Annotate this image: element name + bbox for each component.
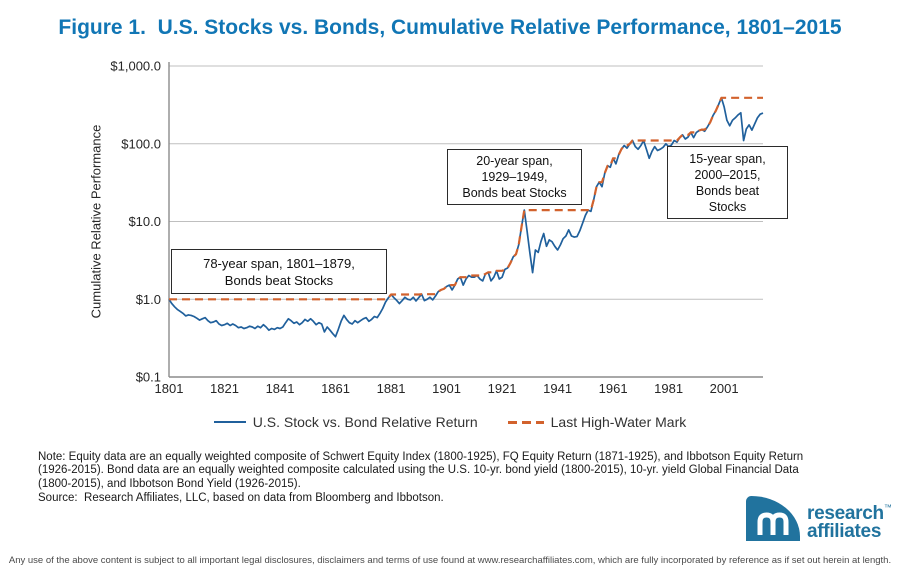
logo-word-affiliates: affiliates — [807, 521, 882, 542]
legend-label-high-water-mark: Last High-Water Mark — [550, 414, 687, 430]
dashed-line-swatch-icon — [507, 420, 544, 424]
legal-disclaimer-text: Any use of the above content is subject … — [8, 555, 892, 566]
stock-vs-bond-line — [168, 96, 764, 338]
x-tick-label: 1901 — [432, 381, 461, 396]
logo-mark — [746, 496, 800, 541]
x-tick-label: 1961 — [599, 381, 628, 396]
chart-title: Figure 1. U.S. Stocks vs. Bonds, Cumulat… — [58, 16, 842, 39]
x-tick-label: 2001 — [710, 381, 739, 396]
annotation-78-year-span: 78-year span, 1801–1879, Bonds beat Stoc… — [171, 249, 387, 294]
y-tick-label: $1,000.0 — [110, 59, 161, 74]
x-tick-label: 1921 — [488, 381, 517, 396]
x-tick-label: 1881 — [377, 381, 406, 396]
solid-line-swatch-icon — [213, 421, 246, 423]
y-tick-label: $1.0 — [136, 292, 161, 307]
chart-legend: U.S. Stock vs. Bond Relative Return Last… — [0, 414, 900, 430]
x-tick-label: 1941 — [543, 381, 572, 396]
y-axis-title: Cumulative Relative Performance — [88, 124, 104, 319]
y-tick-label: $0.1 — [136, 370, 161, 385]
legend-item-stock-bond-return: U.S. Stock vs. Bond Relative Return — [213, 414, 478, 430]
x-tick-label: 1981 — [654, 381, 683, 396]
x-tick-label: 1801 — [155, 381, 184, 396]
annotation-15-year-span: 15-year span, 2000–2015, Bonds beat Stoc… — [667, 146, 788, 219]
x-tick-label: 1841 — [266, 381, 295, 396]
note-text: Note: Equity data are an equally weighte… — [38, 451, 804, 490]
y-tick-label: $10.0 — [128, 214, 161, 229]
logo-wordmark: research™ affiliates — [807, 499, 892, 541]
research-affiliates-logo: research™ affiliates — [746, 496, 892, 541]
legend-label-stock-bond-return: U.S. Stock vs. Bond Relative Return — [252, 414, 478, 430]
logo-word-research: research — [807, 503, 884, 524]
x-tick-label: 1821 — [210, 381, 239, 396]
annotation-20-year-span: 20-year span, 1929–1949, Bonds beat Stoc… — [447, 149, 582, 205]
ra-monogram-icon — [757, 512, 789, 535]
trademark-symbol: ™ — [883, 503, 892, 512]
source-text: Source: Research Affiliates, LLC, based … — [38, 492, 444, 504]
y-tick-label: $100.0 — [121, 136, 161, 151]
legend-item-high-water-mark: Last High-Water Mark — [507, 414, 687, 430]
high-water-mark-line — [169, 96, 763, 301]
x-tick-label: 1861 — [321, 381, 350, 396]
